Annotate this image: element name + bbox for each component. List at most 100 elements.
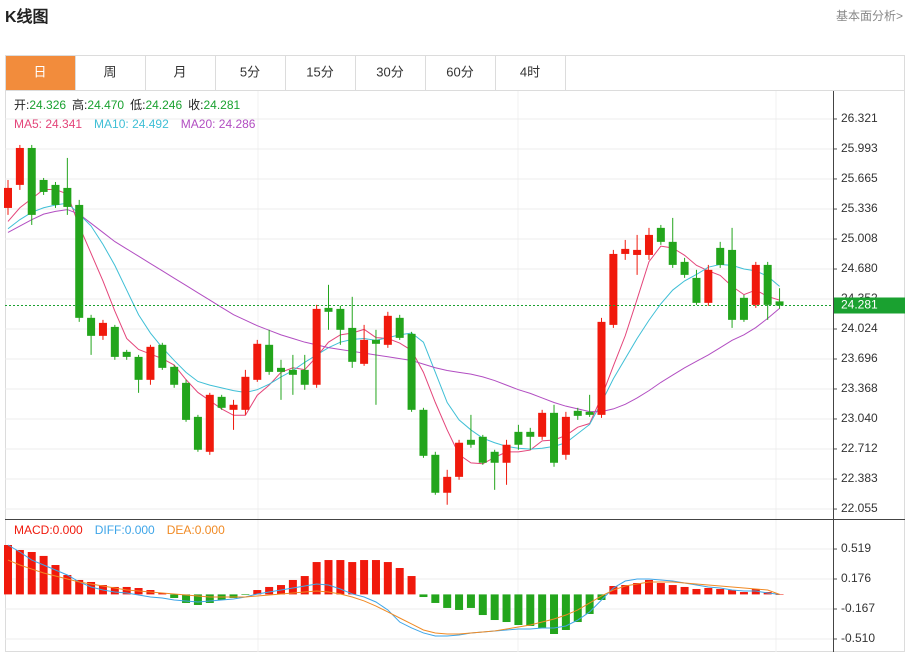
candle-body — [134, 356, 143, 380]
macd-bar — [751, 588, 760, 595]
candle-body — [621, 248, 630, 254]
tab[interactable] — [75, 55, 146, 91]
info-value: 24.281 — [203, 98, 240, 112]
candle-body — [644, 234, 653, 255]
macd-bar — [597, 594, 606, 600]
candle-body — [716, 247, 725, 265]
tab-label[interactable]: 日 — [33, 64, 46, 79]
y-tick-label: 25.008 — [841, 231, 878, 245]
info-label: 低: — [130, 98, 145, 112]
candle-body — [609, 253, 618, 325]
candle-body — [443, 476, 452, 493]
tab[interactable] — [495, 55, 566, 91]
tab[interactable] — [145, 55, 216, 91]
macd-bar — [739, 592, 748, 595]
candle-body — [514, 431, 523, 445]
macd-bar — [728, 590, 737, 595]
macd-bar — [668, 585, 677, 595]
fundamental-link[interactable]: 基本面分析> — [836, 9, 903, 23]
macd-bar — [110, 586, 119, 595]
macd-bar — [443, 594, 452, 608]
legend-entry: MA10: 24.492 — [94, 117, 169, 131]
macd-bar — [502, 594, 511, 623]
candle-body — [739, 297, 748, 320]
macd-bar — [182, 594, 191, 603]
candle-body — [692, 277, 701, 303]
info-value: 24.470 — [87, 98, 124, 112]
macd-bar — [288, 579, 297, 595]
macd-bar — [75, 579, 84, 595]
y-tick-label: 25.665 — [841, 171, 878, 185]
macd-bar — [550, 594, 559, 635]
y-tick-label: -0.167 — [841, 601, 875, 615]
macd-bar — [395, 567, 404, 595]
macd-bar — [300, 576, 309, 595]
candle-body — [98, 322, 107, 336]
y-tick-label: -0.510 — [841, 631, 875, 645]
candle-body — [312, 308, 321, 385]
candle-body — [51, 184, 60, 205]
candle-body — [526, 431, 535, 437]
panel-border — [5, 55, 905, 652]
candle-body — [466, 439, 475, 445]
candle-body — [751, 264, 760, 305]
macd-bar — [656, 583, 665, 595]
macd-bar — [39, 555, 48, 595]
legend-entry: MACD:0.000 — [14, 523, 83, 537]
tab-label[interactable]: 60分 — [446, 64, 473, 79]
candle-body — [4, 187, 12, 208]
macd-bar — [87, 581, 96, 595]
candle-body — [122, 351, 131, 357]
candle-body — [110, 326, 119, 357]
last-price-label: 24.281 — [841, 298, 878, 312]
ma-line — [7, 202, 780, 450]
candle-body — [348, 327, 357, 362]
macd-bar — [621, 585, 630, 595]
macd-bar — [51, 565, 60, 595]
tab-label[interactable]: 周 — [103, 64, 116, 79]
tab-label[interactable]: 30分 — [376, 64, 403, 79]
macd-bar — [348, 562, 357, 595]
candle-body — [668, 241, 677, 265]
candle-body — [253, 343, 262, 380]
macd-bar — [407, 576, 416, 595]
candle-body — [63, 187, 72, 207]
candle-body — [182, 382, 191, 420]
candle-body — [597, 321, 606, 415]
macd-bar — [526, 594, 535, 626]
tab-label[interactable]: 15分 — [306, 64, 333, 79]
candle-body — [229, 404, 238, 410]
macd-bar — [680, 586, 689, 595]
macd-bar — [360, 560, 369, 595]
macd-bar — [170, 594, 179, 598]
macd-bar — [644, 579, 653, 595]
candle-body — [27, 147, 36, 215]
macd-bar — [704, 588, 713, 595]
tab-label[interactable]: 4时 — [520, 64, 540, 79]
legend-entry: MA20: 24.286 — [181, 117, 256, 131]
macd-bar — [419, 594, 428, 598]
tab[interactable] — [355, 55, 426, 91]
candle-body — [490, 451, 499, 463]
candle-body — [419, 409, 428, 456]
info-value: 24.326 — [29, 98, 66, 112]
macd-bar — [585, 594, 594, 614]
macd-bar — [15, 549, 24, 595]
macd-bar — [229, 594, 238, 598]
last-price-box — [834, 297, 905, 314]
macd-bar — [514, 594, 523, 625]
candle-body — [763, 264, 772, 305]
y-tick-label: 22.383 — [841, 471, 878, 485]
candle-body — [217, 396, 226, 408]
candle-body — [360, 339, 369, 364]
macd-bar — [455, 594, 464, 610]
tab-label[interactable]: 5分 — [240, 64, 260, 79]
tab-label[interactable]: 月 — [173, 64, 186, 79]
candle-body — [241, 376, 250, 410]
candle-body — [431, 454, 440, 493]
candle-body — [277, 367, 286, 372]
candle-body — [775, 301, 784, 306]
macd-bar — [538, 594, 547, 628]
macd-bar — [561, 594, 570, 630]
candle-body — [502, 444, 511, 463]
